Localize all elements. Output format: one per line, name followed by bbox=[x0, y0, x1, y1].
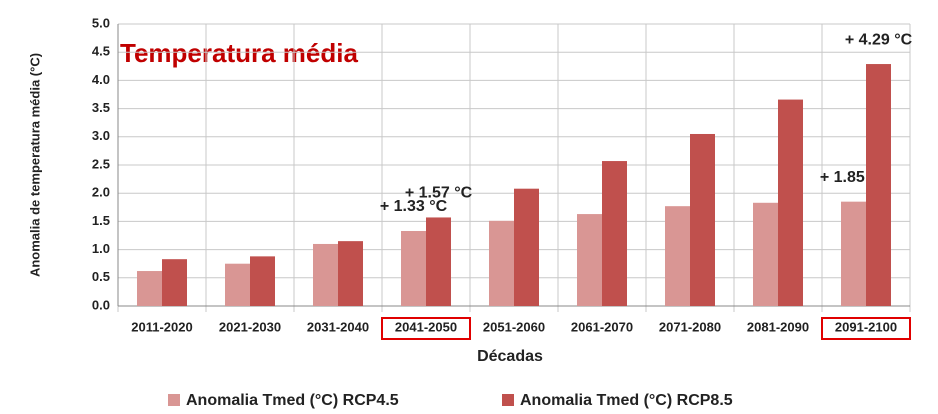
bar bbox=[162, 259, 187, 306]
x-tick-label: 2031-2040 bbox=[307, 319, 369, 334]
x-tick-label: 2051-2060 bbox=[483, 319, 545, 334]
y-axis-label: Anomalia de temperatura média (°C) bbox=[27, 53, 42, 277]
x-tick-label: 2081-2090 bbox=[747, 319, 809, 334]
y-tick-label: 4.0 bbox=[92, 72, 110, 87]
bar bbox=[426, 217, 451, 306]
y-tick-label: 3.5 bbox=[92, 100, 110, 115]
y-tick-label: 1.0 bbox=[92, 241, 110, 256]
bar bbox=[665, 206, 690, 306]
chart-title: Temperatura média bbox=[120, 38, 358, 68]
bar bbox=[866, 64, 891, 306]
bar bbox=[514, 188, 539, 306]
x-tick-label: 2061-2070 bbox=[571, 319, 633, 334]
x-axis-label: Décadas bbox=[477, 348, 543, 365]
legend-label: Anomalia Tmed (°C) RCP8.5 bbox=[520, 392, 733, 409]
bar bbox=[489, 220, 514, 306]
value-label: + 1.33 °C bbox=[380, 198, 448, 215]
y-tick-label: 3.0 bbox=[92, 128, 110, 143]
bar bbox=[313, 243, 338, 306]
y-tick-label: 0.0 bbox=[92, 297, 110, 312]
bar bbox=[338, 241, 363, 306]
y-tick-label: 0.5 bbox=[92, 269, 110, 284]
legend-label: Anomalia Tmed (°C) RCP4.5 bbox=[186, 392, 399, 409]
bar bbox=[250, 256, 275, 306]
legend-swatch bbox=[168, 394, 180, 406]
bar bbox=[137, 271, 162, 306]
x-tick-label: 2021-2030 bbox=[219, 319, 281, 334]
x-tick-label: 2071-2080 bbox=[659, 319, 721, 334]
y-tick-label: 2.0 bbox=[92, 185, 110, 200]
bar bbox=[401, 230, 426, 306]
y-tick-label: 4.5 bbox=[92, 44, 110, 59]
bar bbox=[690, 133, 715, 306]
bar bbox=[841, 201, 866, 306]
x-tick-label: 2011-2020 bbox=[131, 319, 192, 334]
value-label: + 1.57 °C bbox=[405, 185, 473, 202]
bar bbox=[577, 214, 602, 306]
bar bbox=[602, 161, 627, 306]
x-tick-label: 2091-2100 bbox=[835, 319, 897, 334]
bar bbox=[225, 263, 250, 306]
highlight-box bbox=[821, 317, 911, 340]
highlight-box bbox=[381, 317, 471, 340]
bar bbox=[778, 99, 803, 307]
legend-swatch bbox=[502, 394, 514, 406]
y-tick-label: 2.5 bbox=[92, 156, 110, 171]
y-tick-label: 5.0 bbox=[92, 15, 110, 30]
bar bbox=[753, 202, 778, 306]
value-label: + 4.29 °C bbox=[845, 31, 913, 48]
y-tick-label: 1.5 bbox=[92, 213, 110, 228]
x-tick-label: 2041-2050 bbox=[395, 319, 457, 334]
